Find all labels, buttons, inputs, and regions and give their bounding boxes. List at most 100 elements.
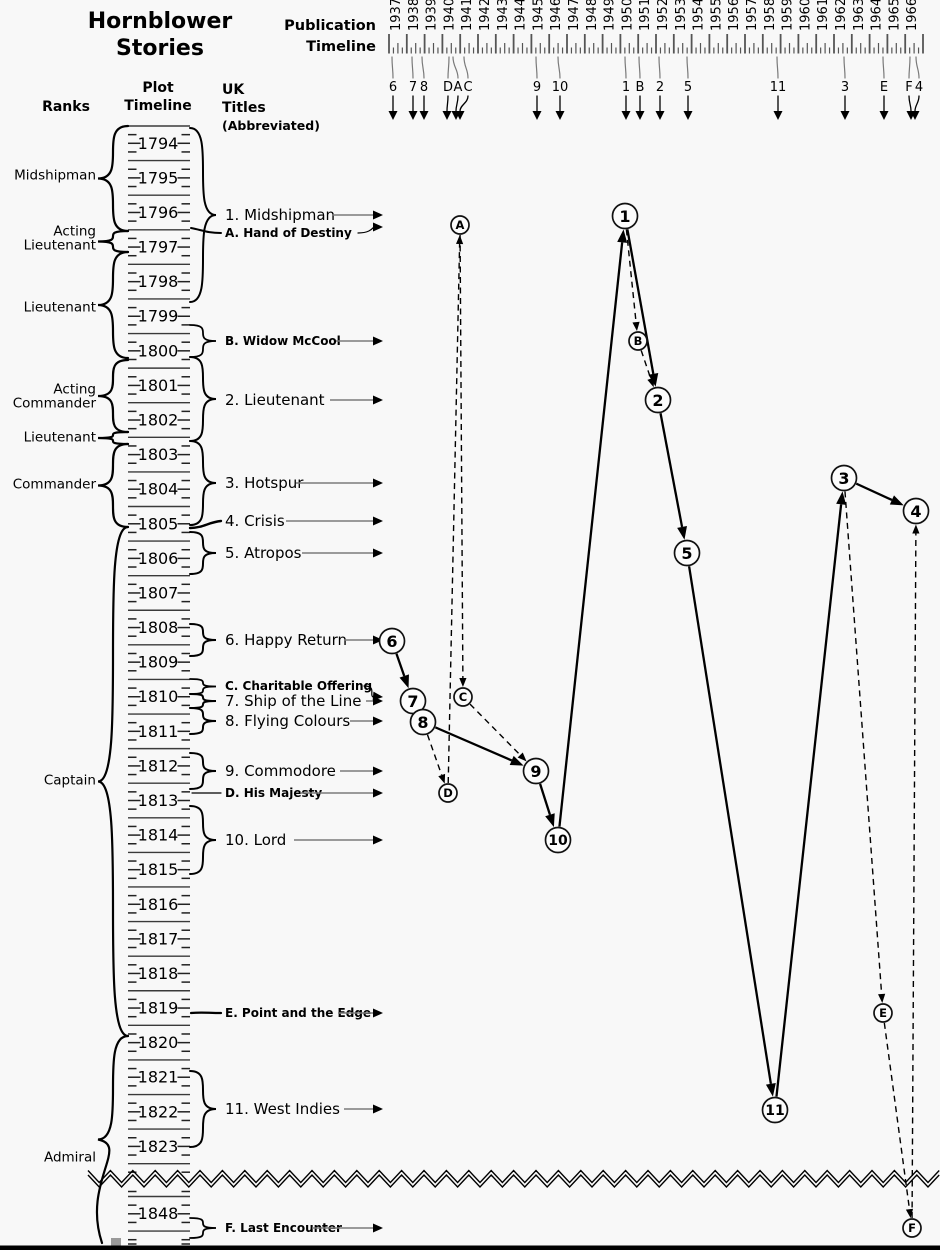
- title-arrowhead-A: [373, 222, 383, 232]
- uk-header-line3: (Abbreviated): [222, 118, 320, 133]
- pub-leader-3: [843, 56, 846, 79]
- node-circle-11: [761, 1096, 789, 1124]
- pub-leader-6: [391, 56, 394, 79]
- pub-leader-B: [638, 56, 641, 79]
- pub-year-label: 1943: [496, 0, 511, 31]
- node-label-B: B: [634, 334, 643, 348]
- pub-label-D: D: [443, 80, 453, 95]
- rank-label: Commander: [13, 396, 97, 412]
- edge-arrowhead-10-1: [617, 229, 628, 243]
- pub-year-label: 1959: [781, 0, 796, 31]
- pub-arrowhead-3: [840, 111, 850, 120]
- plot-year-label: 1810: [138, 687, 179, 706]
- rank-brace-lieutenant: [97, 250, 130, 360]
- title-arrowhead-1: [373, 210, 383, 220]
- plot-header-line2: Timeline: [124, 97, 192, 114]
- pub-label-7: 7: [409, 80, 417, 95]
- edge-dashed-A-C: [459, 234, 464, 679]
- title-arrowhead-6: [373, 635, 383, 645]
- edge-dashed-1-B: [625, 229, 637, 323]
- node-circle-E: [873, 1003, 893, 1023]
- pub-leader-11: [776, 56, 779, 79]
- pub-year-label: 1961: [816, 0, 831, 31]
- node-label-1: 1: [619, 207, 630, 226]
- pub-label-3: 3: [841, 80, 849, 95]
- rank-brace-acting-lieutenant: [97, 229, 130, 254]
- rank-brace-lieutenant: [97, 430, 130, 446]
- timeline-break-zigzag-2: [87, 1173, 940, 1189]
- pub-year-label: 1938: [407, 0, 422, 31]
- pub-arrowhead-1: [621, 111, 631, 120]
- pub-leader-2: [658, 56, 661, 79]
- title-brace-F: [189, 1217, 217, 1239]
- title-arrowhead-3: [373, 478, 383, 488]
- uk-header-line1: UK: [222, 82, 245, 98]
- edge-solid-5-11: [687, 566, 773, 1085]
- page-title: Hornblower Stories: [30, 8, 290, 62]
- title-arrowhead-E: [373, 1008, 383, 1018]
- plot-header-line1: Plot: [142, 80, 174, 96]
- edge-dashed-C-9: [469, 703, 521, 756]
- node-circle-1: [611, 202, 639, 230]
- plot-year-label: 1794: [138, 134, 179, 153]
- pub-label-A: A: [454, 80, 463, 95]
- node-label-C: C: [459, 690, 467, 704]
- pub-arrowhead-E: [879, 111, 889, 120]
- pub-leader-10: [557, 56, 561, 79]
- plot-year-label: 1806: [138, 549, 179, 568]
- node-label-2: 2: [652, 391, 663, 410]
- pub-year-label: 1951: [638, 0, 653, 31]
- rank-label: Admiral: [44, 1150, 96, 1166]
- title-label-5: 5. Atropos: [225, 544, 302, 562]
- plot-year-label: 1816: [138, 895, 179, 914]
- pub-year-label: 1948: [585, 0, 600, 31]
- rank-label: Commander: [13, 477, 97, 493]
- title-arrowhead-5: [373, 548, 383, 558]
- edge-arrowhead-F-4: [912, 524, 920, 534]
- plot-year-label: 1811: [138, 722, 179, 741]
- edge-solid-2-5: [659, 413, 684, 528]
- edge-solid-8-9: [434, 726, 513, 762]
- bottom-border-bar: [0, 1245, 940, 1250]
- node-circle-D: [438, 783, 458, 803]
- pub-year-label: 1952: [656, 0, 671, 31]
- node-circle-C: [453, 687, 473, 707]
- pub-leader-4: [915, 56, 920, 79]
- pub-arrowhead-10: [555, 111, 565, 120]
- plot-year-label: 1823: [138, 1137, 179, 1156]
- title-brace-10: [189, 805, 217, 875]
- title-label-1: 1. Midshipman: [225, 206, 335, 224]
- plot-year-label: 1818: [138, 964, 179, 983]
- page-title-line2: Stories: [116, 36, 204, 61]
- pub-label-10: 10: [552, 80, 569, 95]
- pub-year-label: 1941: [460, 0, 475, 31]
- edge-dashed-B-2: [640, 350, 652, 379]
- node-circle-F: [902, 1218, 922, 1238]
- plot-year-label: 1817: [138, 929, 179, 948]
- plot-year-label: 1822: [138, 1102, 179, 1121]
- edge-arrowhead-3-4: [889, 495, 904, 506]
- plot-year-label: 1803: [138, 445, 179, 464]
- plot-year-label: 1799: [138, 307, 179, 326]
- plot-year-label: 1802: [138, 411, 179, 430]
- pub-label-6: 6: [389, 80, 397, 95]
- uk-titles-column-header: UK Titles (Abbreviated): [222, 82, 362, 135]
- pub-arrow-F: [908, 95, 912, 112]
- uk-header-line2: Titles: [222, 99, 266, 116]
- plot-year-label: 1800: [138, 341, 179, 360]
- title-label-2: 2. Lieutenant: [225, 391, 325, 409]
- pub-leader-9: [535, 56, 538, 79]
- title-arrowhead-F: [373, 1223, 383, 1233]
- edge-arrowhead-8-9: [509, 755, 524, 766]
- pub-arrowhead-D: [442, 111, 452, 120]
- edge-dashed-F-4: [911, 533, 917, 1219]
- plot-year-label: 1797: [138, 238, 179, 257]
- page-title-line1: Hornblower: [87, 9, 233, 34]
- rank-label: Lieutenant: [24, 238, 96, 254]
- title-arrowhead-4: [373, 516, 383, 526]
- pub-label-4: 4: [915, 80, 923, 95]
- title-label-B: B. Widow McCool: [225, 334, 341, 348]
- title-brace-6: [189, 623, 217, 657]
- pub-arrow-A: [455, 95, 459, 112]
